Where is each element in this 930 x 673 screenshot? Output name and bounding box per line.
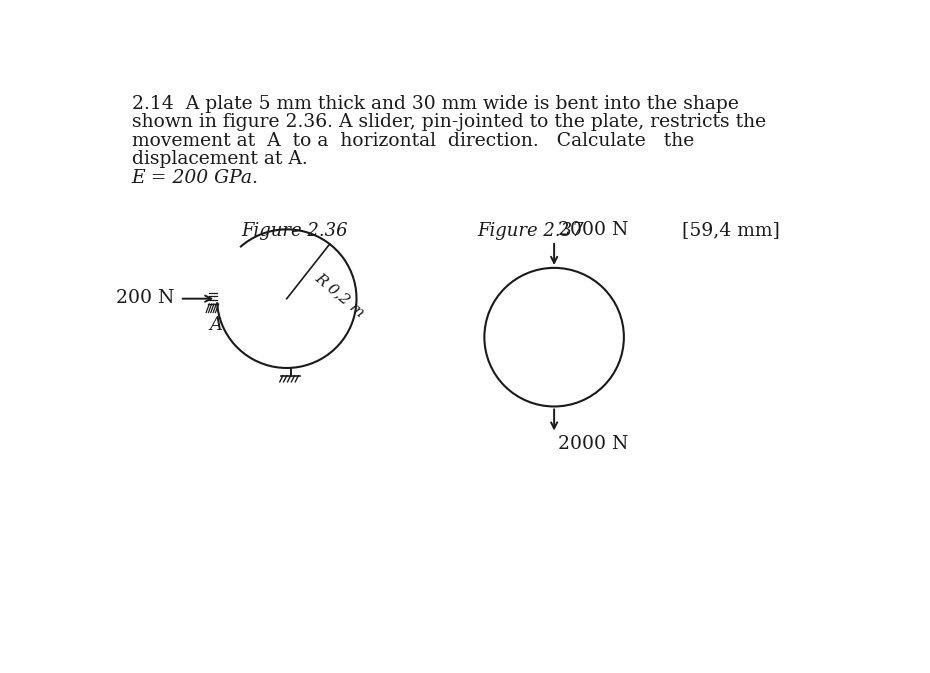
- Text: R 0,2 m: R 0,2 m: [312, 270, 367, 320]
- Text: 2000 N: 2000 N: [558, 435, 629, 453]
- Text: E = 200 GPa.: E = 200 GPa.: [132, 168, 259, 186]
- Text: A: A: [210, 316, 222, 334]
- Text: movement at  A  to a  horizontal  direction.   Calculate   the: movement at A to a horizontal direction.…: [132, 132, 694, 149]
- Text: shown in figure 2.36. A slider, pin-jointed to the plate, restricts the: shown in figure 2.36. A slider, pin-join…: [132, 113, 766, 131]
- Text: Figure 2.36: Figure 2.36: [241, 221, 348, 240]
- Text: 200 N: 200 N: [116, 289, 175, 307]
- Text: Figure 2.37: Figure 2.37: [478, 221, 584, 240]
- Text: 2000 N: 2000 N: [558, 221, 629, 240]
- Text: displacement at A.: displacement at A.: [132, 150, 308, 168]
- Text: 2.14  A plate 5 mm thick and 30 mm wide is bent into the shape: 2.14 A plate 5 mm thick and 30 mm wide i…: [132, 95, 738, 112]
- Text: [59,4 mm]: [59,4 mm]: [682, 221, 780, 240]
